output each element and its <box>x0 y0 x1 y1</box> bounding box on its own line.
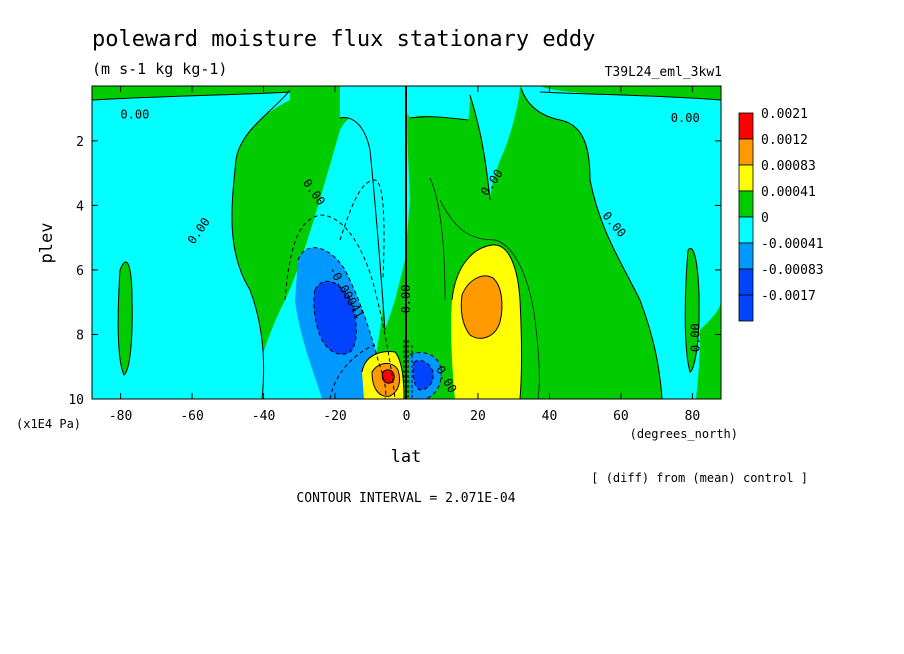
y-tick-label: 10 <box>68 393 84 408</box>
contour-label: 0.00 <box>688 323 702 352</box>
orange-core-north <box>461 275 502 339</box>
color-legend: 0.0021 0.0012 0.00083 0.00041 0 -0.00041 -0.00… <box>738 107 824 322</box>
legend-swatch <box>738 294 754 322</box>
legend-label: -0.00083 <box>761 263 824 278</box>
contour-interval-text: CONTOUR INTERVAL = 2.071E-04 <box>296 491 515 506</box>
cyan-region-south-polar-cap <box>92 86 290 100</box>
contour-label: 0.00 <box>671 111 700 125</box>
y-axis-ticks: 2 4 6 8 10 <box>68 135 721 408</box>
chart-units: (m s-1 kg kg-1) <box>92 60 227 78</box>
cyan-region-north-mid <box>470 86 520 200</box>
legend-label: 0 <box>761 211 769 226</box>
green-band-north-edge <box>696 300 721 399</box>
x-axis-units: (degrees_north) <box>630 427 738 441</box>
legend-swatch <box>738 268 754 296</box>
y-tick-label: 6 <box>76 264 84 279</box>
x-tick-label: -80 <box>109 409 132 424</box>
x-tick-label: 0 <box>403 409 411 424</box>
legend-swatch <box>738 242 754 270</box>
footnote: [ (diff) from (mean) control ] <box>591 471 808 485</box>
legend-swatch <box>738 216 754 244</box>
contour-label: 0.00 <box>399 285 413 314</box>
green-island-south-polar <box>118 261 133 375</box>
x-tick-label: 80 <box>685 409 701 424</box>
darkblue-core-south <box>313 281 357 355</box>
legend-label: -0.0017 <box>761 289 816 304</box>
cyan-region-equatorial-top <box>400 86 470 120</box>
x-tick-label: 40 <box>542 409 558 424</box>
x-tick-label: -20 <box>323 409 346 424</box>
y-tick-label: 4 <box>76 199 84 214</box>
cyan-region-north <box>521 86 721 399</box>
contour-label: 0.00 <box>120 108 149 122</box>
cyan-region-north-polar <box>540 86 721 100</box>
legend-swatch <box>738 164 754 192</box>
x-tick-label: 60 <box>613 409 629 424</box>
legend-label: 0.00041 <box>761 185 816 200</box>
legend-swatch <box>738 112 754 140</box>
plot-area <box>92 86 721 399</box>
legend-swatch <box>738 190 754 218</box>
dense-equator-lines <box>403 340 413 399</box>
run-label: T39L24_eml_3kw1 <box>605 65 722 80</box>
negative-contour-lines <box>284 179 442 399</box>
x-tick-label: -60 <box>180 409 203 424</box>
legend-label: 0.0021 <box>761 107 808 122</box>
y-axis-label: plev <box>37 223 57 264</box>
y-tick-label: 2 <box>76 135 84 150</box>
chart-title: poleward moisture flux stationary eddy <box>92 27 595 52</box>
x-tick-label: 20 <box>470 409 486 424</box>
y-tick-label: 8 <box>76 328 84 343</box>
legend-label: 0.0012 <box>761 133 808 148</box>
x-tick-label: -40 <box>252 409 275 424</box>
x-axis-label: lat <box>391 447 422 467</box>
legend-label: -0.00041 <box>761 237 824 252</box>
x-axis-ticks: -80 -60 -40 -20 0 20 40 60 80 <box>109 86 700 424</box>
darkblue-core-equator-north <box>413 360 434 390</box>
cyan-region-south-near-equator <box>340 86 410 330</box>
y-axis-units: (x1E4 Pa) <box>16 417 81 431</box>
legend-swatch <box>738 138 754 166</box>
cyan-region-south <box>92 86 290 399</box>
green-island-north-polar <box>685 248 700 372</box>
contour-lines <box>92 87 721 399</box>
legend-label: 0.00083 <box>761 159 816 174</box>
